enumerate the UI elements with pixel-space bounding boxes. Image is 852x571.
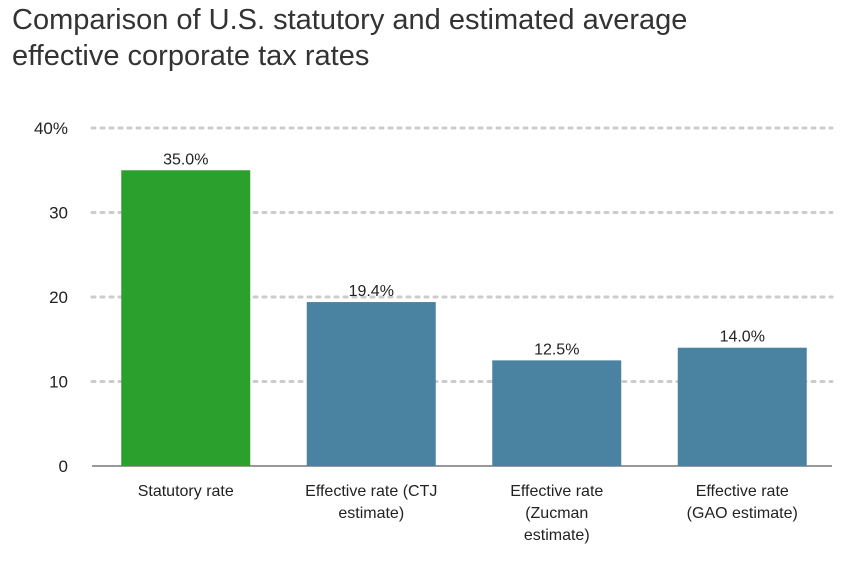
bar <box>677 347 807 466</box>
bar-value-label: 14.0% <box>720 329 765 346</box>
y-tick-label: 0 <box>59 457 68 476</box>
x-axis: Statutory rate Effective rate (CTJ estimat… <box>138 483 798 544</box>
y-tick-label: 20 <box>49 288 68 307</box>
bars <box>121 170 807 466</box>
bar-value-label: 35.0% <box>163 151 208 168</box>
chart-title-line-2: effective corporate tax rates <box>12 40 370 72</box>
bar-value-label: 12.5% <box>534 341 579 358</box>
bar <box>306 302 436 466</box>
bar <box>492 360 622 466</box>
x-category-label: Effective rate (Zucman estimate) <box>510 483 603 544</box>
y-tick-label: 40% <box>34 119 68 138</box>
chart-title: Comparison of U.S. statutory and estimat… <box>12 2 842 74</box>
gridlines <box>90 126 834 383</box>
x-category-label: Effective rate (GAO estimate) <box>687 483 798 522</box>
value-labels: 35.0% 19.4% 12.5% 14.0% <box>163 151 765 358</box>
x-category-label: Effective rate (CTJ estimate) <box>305 483 437 522</box>
chart-title-line-1: Comparison of U.S. statutory and estimat… <box>12 4 688 36</box>
bar-value-label: 19.4% <box>349 283 394 300</box>
x-category-label: Statutory rate <box>138 483 234 500</box>
y-tick-label: 10 <box>49 373 68 392</box>
bar <box>121 170 251 466</box>
y-tick-label: 30 <box>49 204 68 223</box>
